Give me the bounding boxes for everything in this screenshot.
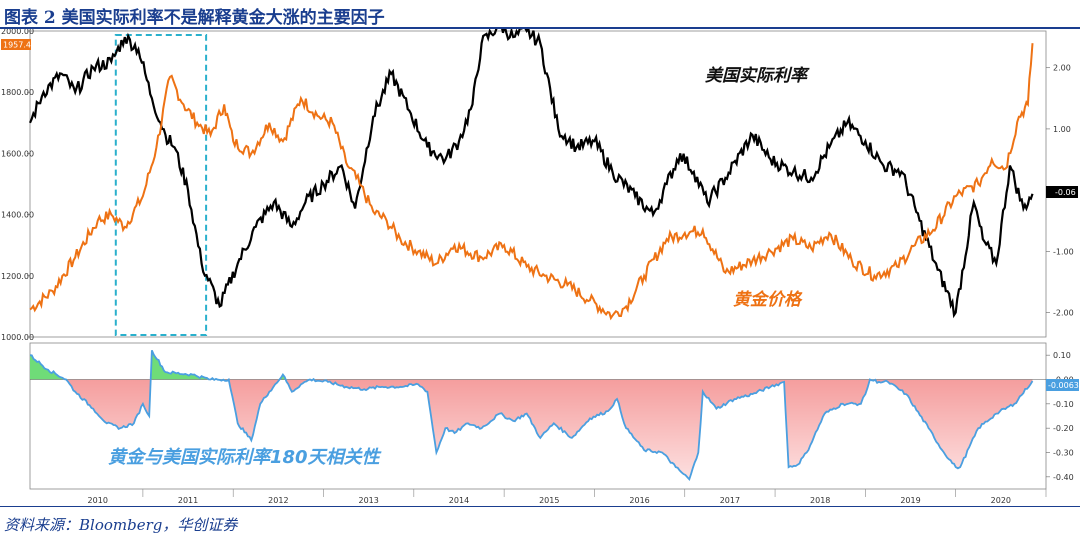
year-tick-label: 2018 [810,496,830,505]
year-tick-label: 2020 [991,496,1011,505]
gold-price-annotation: 黄金价格 [733,290,803,310]
right-tick-label: 2.00 [1053,64,1071,73]
right-tick-label: 1.00 [1053,125,1071,134]
real-rate-series-line [28,29,1034,319]
gold-last-value-badge: 1957.44 [1,39,36,50]
year-tick-label: 2012 [268,496,288,505]
correlation-axis-ticks: 0.10-0.00-0.10-0.20-0.30-0.40 [1046,351,1074,482]
chart-canvas: 1000.00 1200.00 1400.00 1600.00 1800.00 2000.… [1,29,1079,505]
real-rate-annotation: 美国实际利率 [705,66,810,86]
corr-last-value-badge: -0.0063 [1046,379,1079,391]
right-tick-label: -1.00 [1053,247,1074,256]
title-rule [0,27,1080,29]
corr-negative-area [30,379,1033,480]
corr-tick-label: -0.10 [1053,400,1074,409]
gold-last-value: 1957.44 [3,41,36,50]
corr-tick-label: -0.30 [1053,449,1074,458]
corr-tick-label: 0.10 [1053,351,1071,360]
source-note: 资料来源：Bloomberg，华创证券 [4,516,238,534]
left-tick-label: 1200.00 [1,272,34,281]
year-tick-label: 2013 [358,496,378,505]
year-tick-label: 2016 [629,496,649,505]
year-tick-label: 2010 [88,496,108,505]
left-tick-label: 1600.00 [1,149,34,158]
right-tick-label: -2.00 [1053,309,1074,318]
year-tick-label: 2015 [539,496,559,505]
corr-tick-label: -0.40 [1053,473,1074,482]
figure-title: 图表 2 美国实际利率不是解释黄金大涨的主要因子 [4,8,385,28]
price-panel-frame [29,30,1047,338]
year-axis-ticks: 2010 2011 2012 2013 2014 2015 2016 2017 2018 2019… [88,489,1047,505]
rate-last-value-badge: -0.06 [1046,186,1078,198]
corr-tick-label: -0.20 [1053,424,1074,433]
source-rule [0,506,1080,507]
highlight-box [114,34,208,336]
rate-right-axis-ticks: -2.00 -1.00 1.00 2.00 [1046,64,1074,318]
left-tick-label: 2000.00 [1,29,34,36]
left-tick-label: 1800.00 [1,88,34,97]
gold-price-series-line [29,43,1034,321]
price-left-axis-ticks: 1000.00 1200.00 1400.00 1600.00 1800.00 2000.… [1,29,34,342]
left-tick-label: 1000.00 [1,333,34,342]
year-tick-label: 2011 [178,496,198,505]
figure-title-bar: 图表 2 美国实际利率不是解释黄金大涨的主要因子 [0,0,1080,28]
corr-series-line [29,349,1034,482]
corr-last-value: -0.0063 [1048,381,1079,390]
rate-last-value: -0.06 [1055,188,1076,197]
correlation-annotation: 黄金与美国实际利率180天相关性 [108,447,382,468]
correlation-series [29,349,1046,482]
left-tick-label: 1400.00 [1,211,34,220]
year-tick-label: 2014 [449,496,469,505]
year-tick-label: 2019 [900,496,920,505]
year-tick-label: 2017 [720,496,740,505]
